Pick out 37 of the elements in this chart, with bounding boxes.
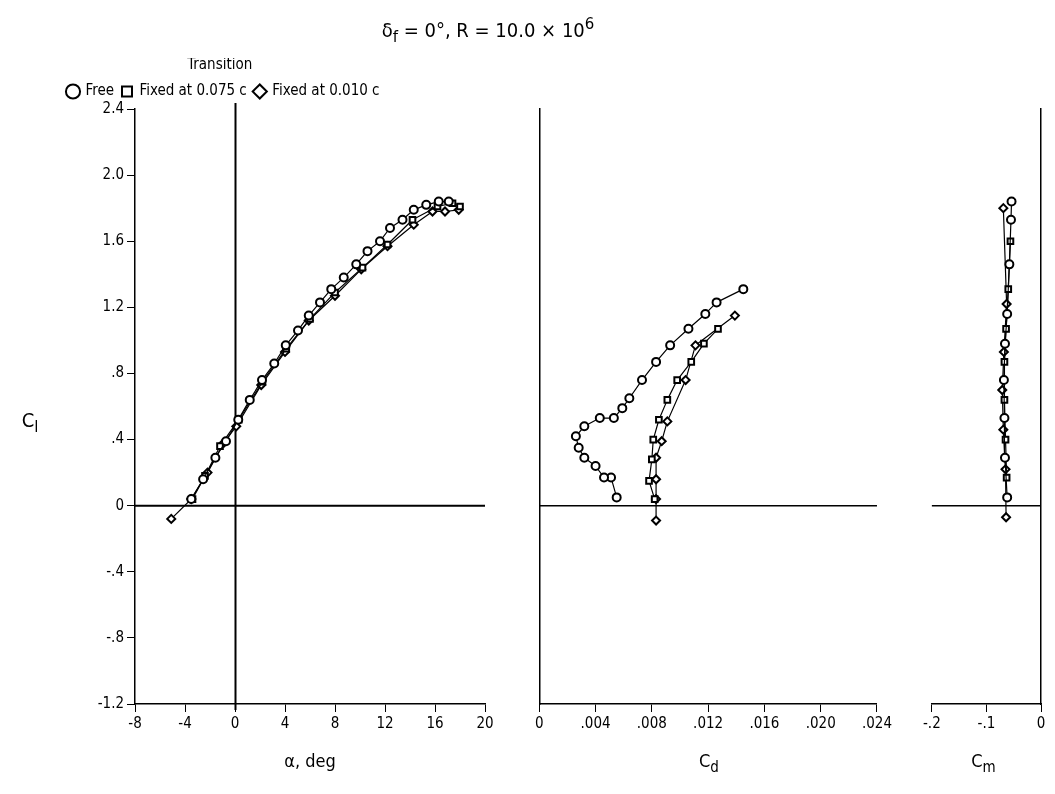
x-tick-label: 20	[476, 713, 494, 732]
y-tick-label: 1.2	[102, 297, 124, 316]
y-tick-label: .8	[111, 363, 124, 382]
y-tick-label: -1.2	[97, 693, 124, 712]
x-tick-label: -8	[128, 713, 142, 732]
x-tick-label: -4	[178, 713, 192, 732]
x-tick-label: .008	[636, 713, 667, 732]
x-tick-label: .024	[861, 713, 893, 732]
x-tick-label: .012	[693, 713, 724, 732]
y-tick-label: 0	[115, 495, 124, 514]
legend-label: Fixed at 0.010 c	[272, 81, 380, 100]
legend-label: Fixed at 0.075 c	[139, 81, 247, 100]
y-tick-label: 2.0	[102, 165, 124, 183]
x-tick-label: 8	[330, 713, 340, 732]
y-tick-label: .4	[111, 429, 124, 448]
x-tick-label: 0	[230, 713, 240, 732]
x-tick-label: 0	[1036, 713, 1046, 732]
y-tick-label: -.8	[106, 627, 124, 646]
x-tick-label: 4	[280, 713, 290, 732]
x-tick-label: .016	[749, 713, 780, 732]
x-axis-title: C$_{m}$	[970, 750, 997, 776]
y-axis-title: C$_{l}$	[20, 408, 40, 436]
x-tick-label: -.2	[922, 713, 941, 732]
y-tick-label: 1.6	[102, 231, 124, 250]
x-tick-label: -.1	[977, 713, 996, 732]
chart-title: δ$_{f}$ = 0°, R = 10.0 × 10$^{6}$	[380, 14, 596, 46]
x-axis-title: α, deg	[283, 750, 337, 771]
x-tick-label: .004	[580, 713, 611, 732]
x-tick-label: 0	[535, 713, 544, 732]
y-tick-label: -.4	[106, 561, 124, 580]
y-tick-label: 2.4	[102, 98, 124, 117]
x-tick-label: 16	[426, 713, 444, 732]
x-tick-label: 12	[376, 713, 394, 732]
legend-title: Transition	[186, 55, 253, 74]
legend-label: Free	[85, 81, 114, 100]
x-axis-title: C$_{d}$	[698, 750, 720, 776]
x-tick-label: .020	[805, 713, 836, 732]
